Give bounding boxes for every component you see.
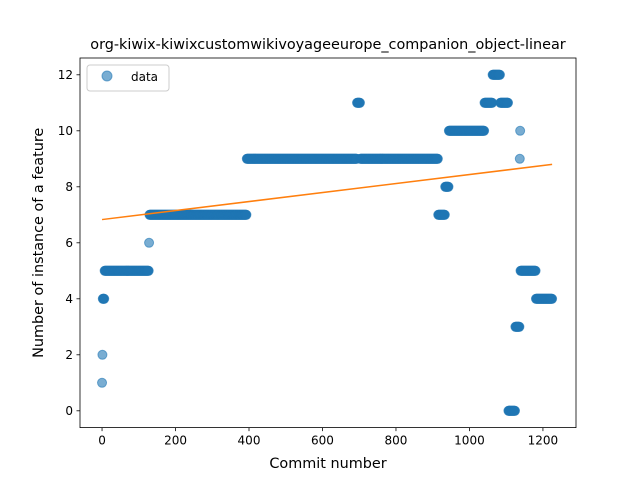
- data-point: [443, 181, 454, 192]
- x-tick-label: 0: [98, 434, 106, 448]
- linear-fit-line: [101, 163, 553, 221]
- data-point: [514, 321, 525, 332]
- data-point: [510, 405, 521, 416]
- x-axis-label: Commit number: [269, 456, 386, 472]
- y-tick-label: 4: [65, 292, 73, 306]
- data-point: [547, 293, 558, 304]
- x-tick-label: 600: [311, 434, 334, 448]
- data-point: [515, 125, 526, 136]
- chart-title: org-kiwix-kiwixcustomwikivoyageeurope_co…: [90, 37, 566, 53]
- y-tick-label: 10: [58, 124, 73, 138]
- legend: data: [86, 64, 170, 92]
- data-point: [143, 265, 154, 276]
- y-tick-label: 8: [65, 180, 73, 194]
- data-point: [494, 69, 505, 80]
- data-point: [99, 293, 110, 304]
- legend-marker: [101, 70, 113, 82]
- y-tick-label: 2: [65, 348, 73, 362]
- data-point: [503, 97, 514, 108]
- x-tick-label: 400: [238, 434, 261, 448]
- data-point: [97, 377, 108, 388]
- data-point: [144, 237, 155, 248]
- y-tick-label: 0: [65, 404, 73, 418]
- x-axis-ticks: 0 200 400 600 800 1000 1200: [98, 427, 559, 448]
- data-point: [439, 209, 450, 220]
- data-points-layer: [97, 69, 558, 416]
- data-point: [530, 265, 541, 276]
- y-tick-label: 12: [58, 68, 73, 82]
- data-point: [432, 153, 443, 164]
- data-point: [514, 153, 525, 164]
- y-tick-label: 6: [65, 236, 73, 250]
- legend-label-data: data: [131, 70, 158, 84]
- data-point: [479, 125, 490, 136]
- trend-line-layer: [101, 163, 553, 221]
- x-tick-label: 200: [164, 434, 187, 448]
- x-tick-label: 1000: [454, 434, 485, 448]
- data-point: [241, 209, 252, 220]
- x-tick-label: 800: [385, 434, 408, 448]
- y-axis-label: Number of instance of a feature: [31, 128, 47, 358]
- x-tick-label: 1200: [528, 434, 559, 448]
- data-point: [354, 97, 365, 108]
- y-axis-ticks: 0 2 4 6 8 10 12: [58, 68, 80, 418]
- data-point: [97, 349, 108, 360]
